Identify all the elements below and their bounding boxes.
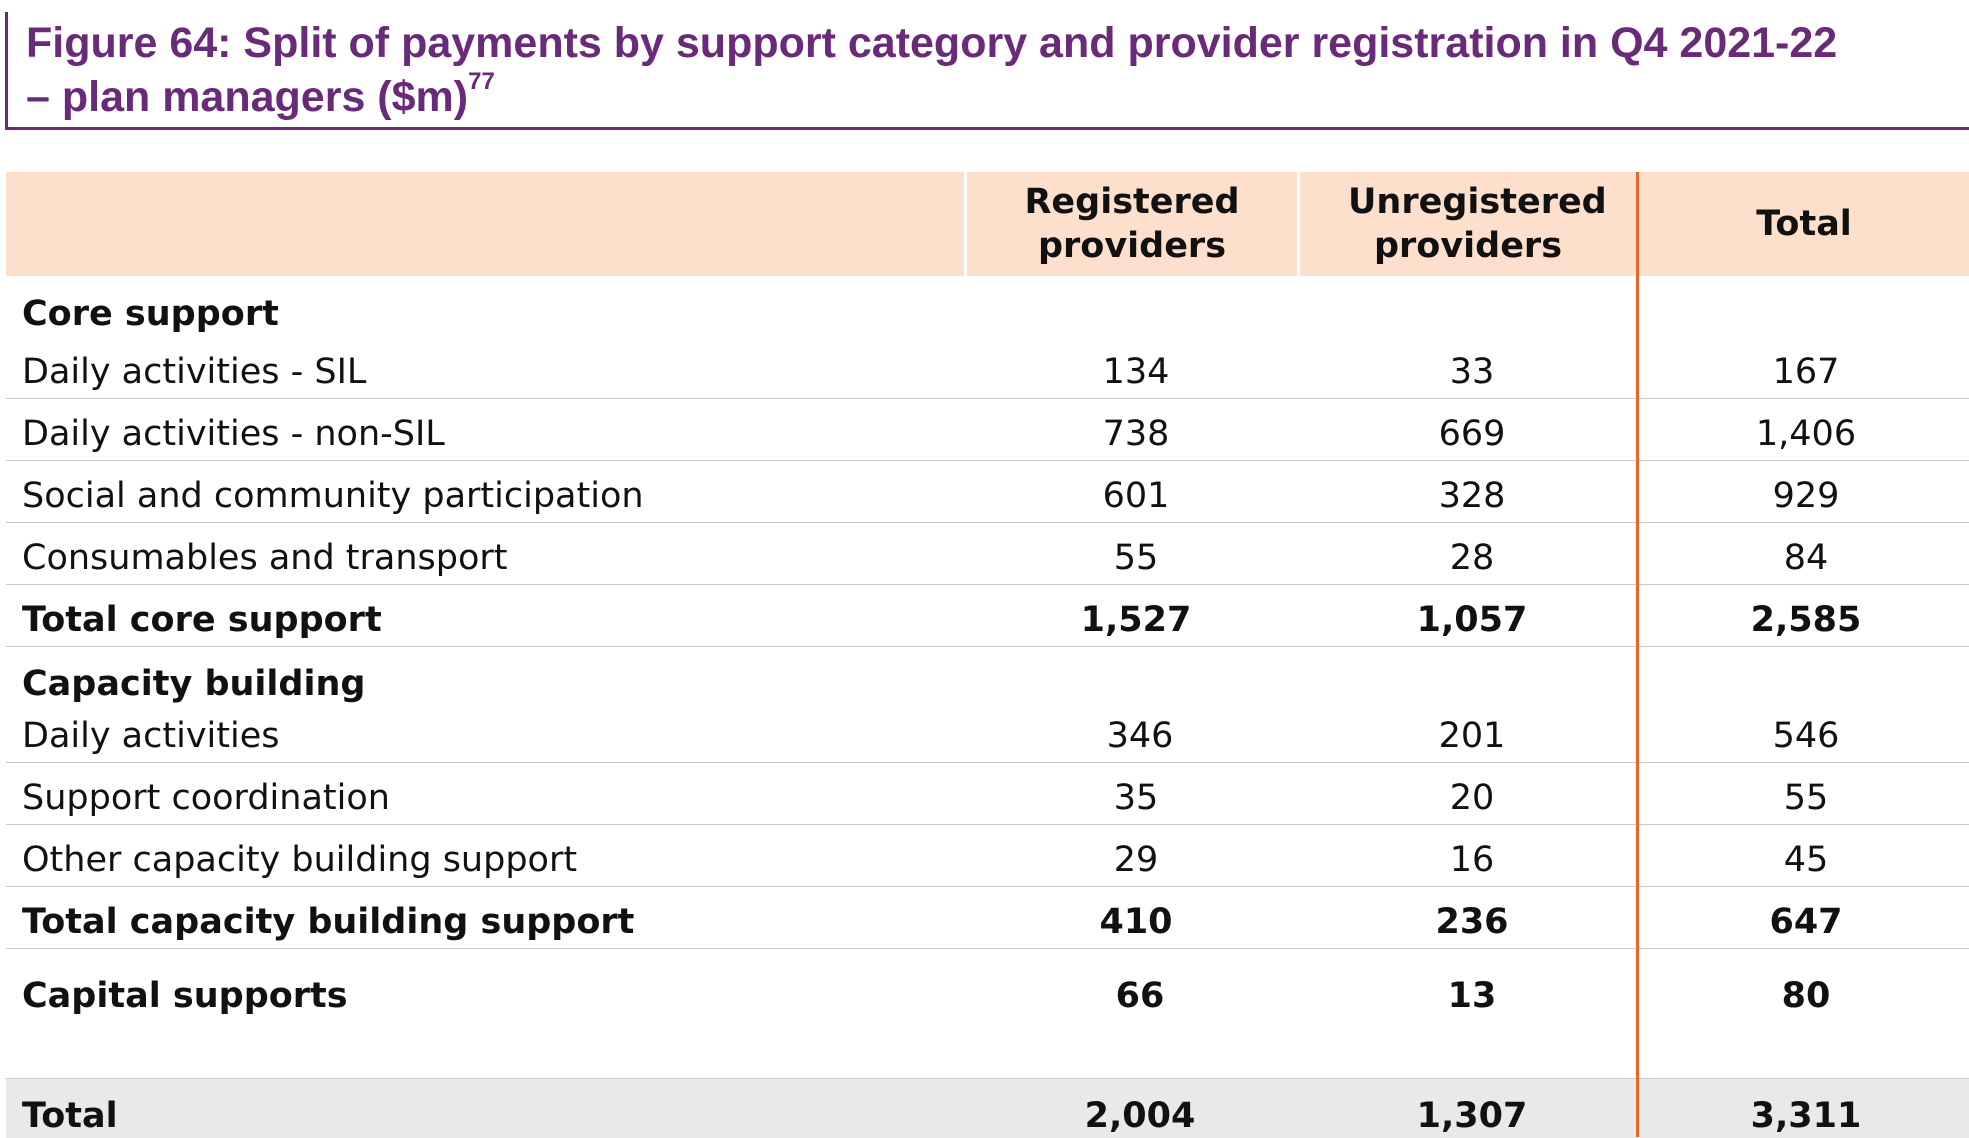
row-label: Total core support	[22, 600, 382, 640]
cell-registered: 2,004	[1084, 1096, 1196, 1136]
row-label: Other capacity building support	[22, 840, 578, 880]
header-unregistered-providers: Unregistered providers	[1348, 182, 1607, 266]
cell-unregistered: 669	[1438, 414, 1506, 454]
table-row: Daily activities 346 201 546	[6, 710, 1969, 763]
cell-unregistered: 13	[1447, 976, 1497, 1016]
cell-unregistered: 1,057	[1416, 600, 1528, 640]
cell-unregistered: 328	[1438, 476, 1506, 516]
row-label: Capital supports	[22, 976, 348, 1016]
cell-total: 647	[1769, 902, 1843, 942]
cell-registered: 1,527	[1080, 600, 1192, 640]
cell-registered: 601	[1102, 476, 1170, 516]
table-row: Support coordination 35 20 55	[6, 764, 1969, 825]
cell-unregistered: 28	[1449, 538, 1495, 578]
table-row: Daily activities - non-SIL 738 669 1,406	[6, 400, 1969, 461]
cell-total: 167	[1772, 352, 1840, 392]
cell-registered: 66	[1115, 976, 1165, 1016]
row-label: Consumables and transport	[22, 538, 508, 578]
cell-total: 3,311	[1750, 1096, 1862, 1136]
table-row: Other capacity building support 29 16 45	[6, 826, 1969, 887]
footnote-ref: 77	[468, 68, 495, 95]
header-total: Total	[1756, 204, 1852, 244]
cell-unregistered: 201	[1438, 716, 1506, 756]
cell-unregistered: 16	[1449, 840, 1495, 880]
header-blank	[6, 172, 964, 276]
cell-registered: 35	[1113, 778, 1159, 818]
cell-unregistered: 33	[1449, 352, 1495, 392]
cell-unregistered: 1,307	[1416, 1096, 1528, 1136]
cell-registered: 55	[1113, 538, 1159, 578]
cell-total: 546	[1772, 716, 1840, 756]
cell-total: 2,585	[1750, 600, 1862, 640]
table-row: Social and community participation 601 3…	[6, 462, 1969, 523]
row-label: Support coordination	[22, 778, 390, 818]
cell-total: 84	[1783, 538, 1829, 578]
cell-total: 1,406	[1755, 414, 1857, 454]
row-label: Social and community participation	[22, 476, 644, 516]
row-capital-supports: Capital supports 66 13 80	[6, 950, 1969, 1030]
cell-registered: 134	[1102, 352, 1170, 392]
section-header-core-support: Core support	[22, 294, 279, 334]
cell-registered: 738	[1102, 414, 1170, 454]
cell-unregistered: 236	[1435, 902, 1509, 942]
subtotal-row-capacity-building: Total capacity building support 410 236 …	[6, 888, 1969, 949]
total-column-divider	[1636, 172, 1639, 1137]
cell-total: 80	[1781, 976, 1831, 1016]
header-registered-providers: Registered providers	[1024, 182, 1240, 266]
figure-title-line2: – plan managers ($m)	[26, 73, 469, 121]
cell-registered: 346	[1106, 716, 1174, 756]
figure-title-text: Figure 64: Split of payments by support …	[26, 19, 1838, 67]
cell-registered: 29	[1113, 840, 1159, 880]
payments-table: Registered providers Unregistered provid…	[6, 172, 1969, 1138]
table-row: Daily activities - SIL 134 33 167	[6, 340, 1969, 399]
header-separator	[964, 172, 967, 276]
header-separator	[1297, 172, 1300, 276]
grand-total-row: Total 2,004 1,307 3,311	[6, 1078, 1969, 1138]
table-header: Registered providers Unregistered provid…	[6, 172, 1969, 276]
row-label: Daily activities - SIL	[22, 352, 367, 392]
cell-unregistered: 20	[1449, 778, 1495, 818]
row-label: Daily activities	[22, 716, 280, 756]
row-label: Total	[22, 1096, 118, 1136]
cell-registered: 410	[1099, 902, 1173, 942]
row-label: Daily activities - non-SIL	[22, 414, 445, 454]
subtotal-row-core-support: Total core support 1,527 1,057 2,585	[6, 586, 1969, 647]
cell-total: 929	[1772, 476, 1840, 516]
section-header-capacity-building: Capacity building	[22, 664, 366, 704]
table-row: Consumables and transport 55 28 84	[6, 524, 1969, 585]
row-label: Total capacity building support	[22, 902, 635, 942]
cell-total: 55	[1783, 778, 1829, 818]
figure-title: Figure 64: Split of payments by support …	[5, 12, 1969, 130]
cell-total: 45	[1783, 840, 1829, 880]
